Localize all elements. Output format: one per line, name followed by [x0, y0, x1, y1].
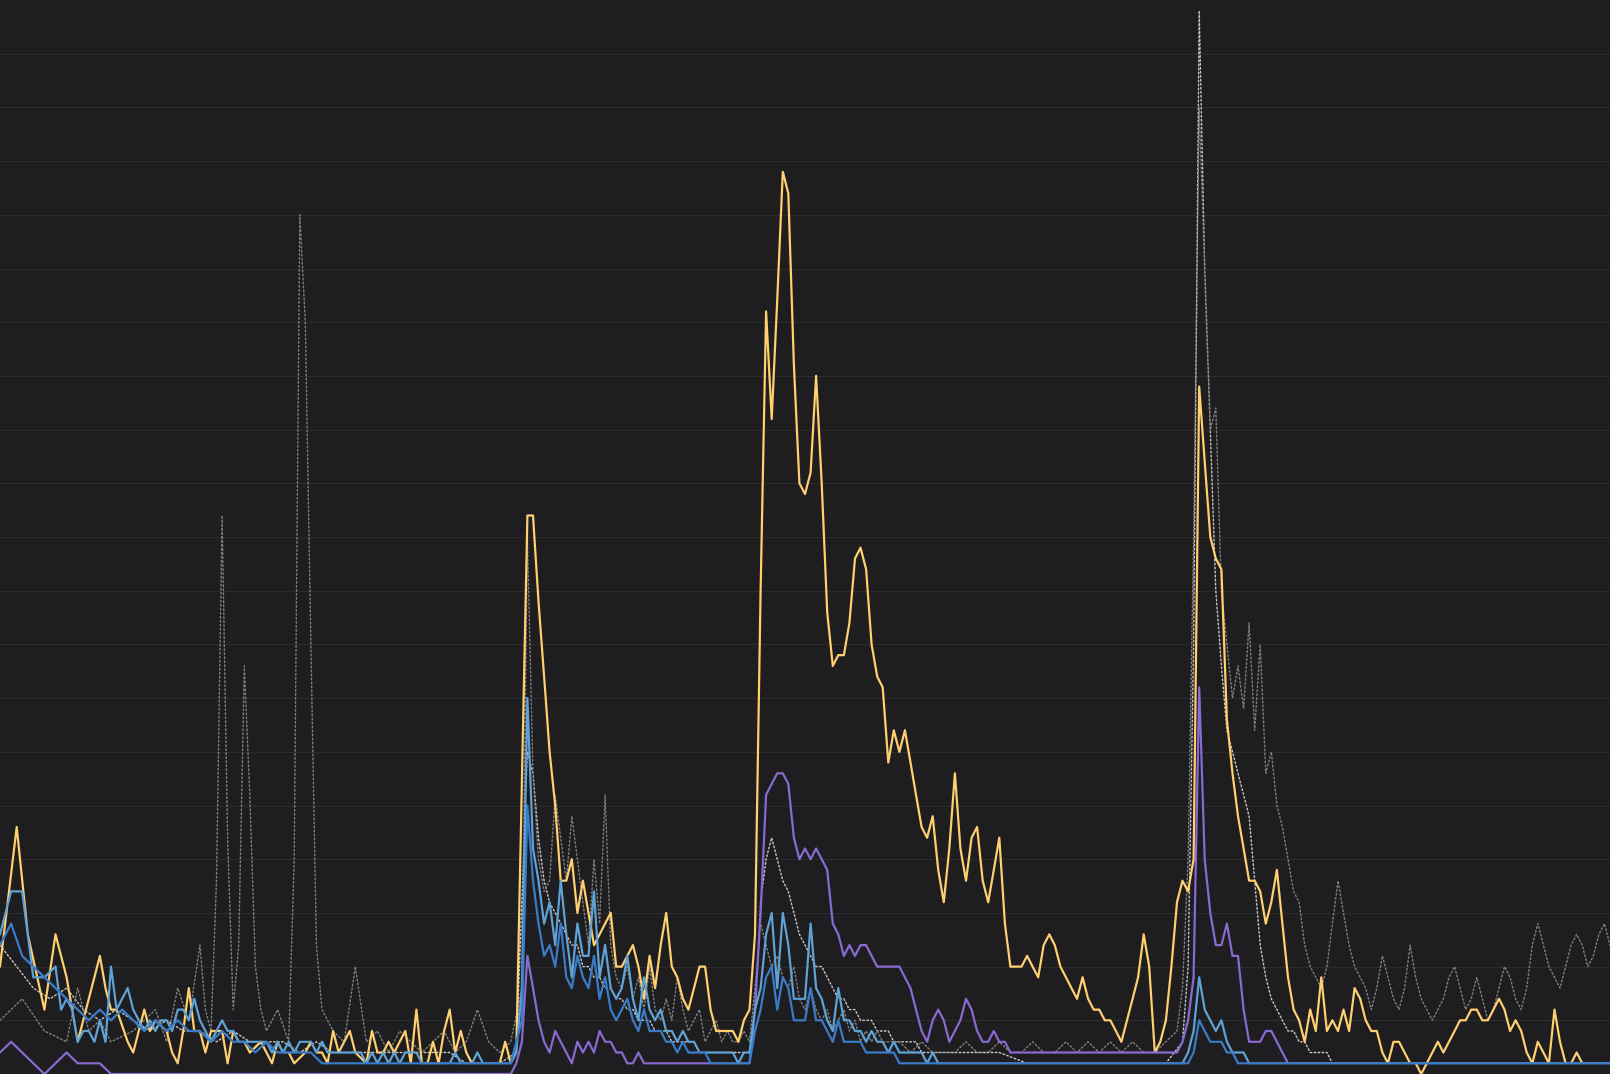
- series-line-5: [0, 106, 1610, 1054]
- series-line-4: [0, 10, 1610, 1064]
- series-line-0: [0, 170, 1610, 1074]
- series-line-3: [0, 804, 1610, 1065]
- series-lines: [0, 10, 1610, 1074]
- y-gridlines: [0, 54, 1610, 1021]
- series-line-1: [0, 686, 1610, 1074]
